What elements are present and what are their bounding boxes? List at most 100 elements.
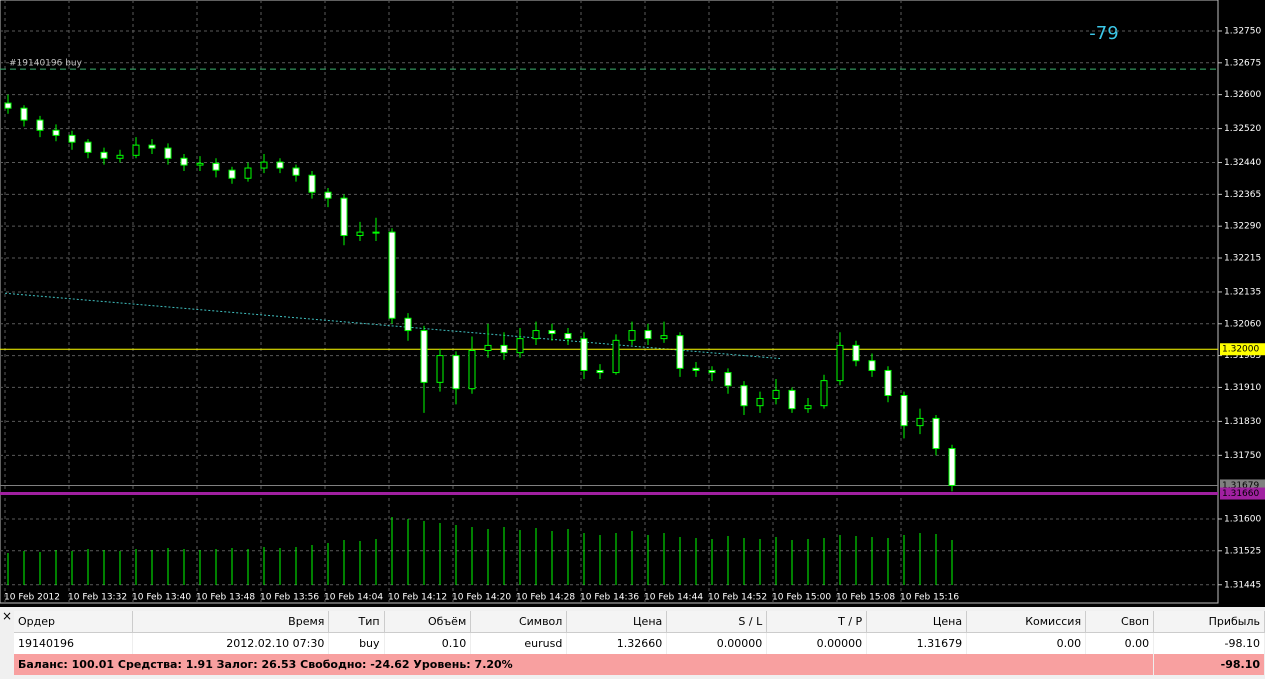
order-cell: eurusd (470, 632, 568, 654)
candle-body (596, 369, 604, 374)
candle-body (68, 134, 76, 143)
candle-body (36, 119, 44, 131)
y-tick-label: 1.32520 (1224, 124, 1261, 134)
x-tick-label: 10 Feb 13:40 (132, 593, 191, 603)
candle-body (644, 330, 652, 340)
candle-body (4, 102, 12, 109)
candle-body (628, 330, 636, 341)
candle-body (660, 335, 668, 340)
x-tick-label: 10 Feb 2012 (4, 593, 60, 603)
candle-body (260, 161, 268, 169)
order-cell: 2012.02.10 07:30 (132, 632, 330, 654)
y-tick-label: 1.31910 (1224, 383, 1261, 393)
y-tick-label: 1.31600 (1224, 514, 1261, 524)
column-header: Своп (1085, 611, 1155, 633)
trend-line (4, 292, 781, 360)
candle-body (388, 231, 396, 319)
balance-text: Баланс: 100.01 Средства: 1.91 Залог: 26.… (14, 654, 1155, 675)
column-header: Символ (470, 611, 568, 633)
x-tick-label: 10 Feb 13:48 (196, 593, 255, 603)
candle-body (132, 144, 140, 156)
candle-body (676, 335, 684, 369)
order-label: #19140196 buy (9, 59, 83, 69)
chart: -79 1.32750 1.32675 1.32600 1.32520 1.32440 1… (0, 0, 1265, 604)
y-tick-label: 1.32675 (1224, 58, 1261, 68)
column-header: Комиссия (966, 611, 1087, 633)
candle-body (884, 369, 892, 396)
profit-label: -79 (1089, 23, 1118, 44)
close-button[interactable]: × (2, 609, 13, 623)
order-cell: 0.00000 (666, 632, 768, 654)
candle-body (84, 141, 92, 153)
y-tick-label: 1.32290 (1224, 222, 1261, 232)
x-tick-label: 10 Feb 13:32 (68, 593, 127, 603)
column-header: Прибыль (1153, 611, 1265, 633)
order-cell: 1.32660 (566, 632, 668, 654)
y-tick-label: 1.32600 (1224, 90, 1261, 100)
x-tick-label: 10 Feb 14:28 (516, 593, 575, 603)
x-tick-label: 10 Feb 14:04 (324, 593, 383, 603)
y-tick-label: 1.31750 (1224, 451, 1261, 461)
order-cell: 0.10 (384, 632, 472, 654)
candle-body (516, 338, 524, 354)
candle-body (308, 174, 316, 193)
candle-body (148, 144, 156, 149)
plot-area (0, 0, 1219, 604)
candle-body (212, 162, 220, 171)
candle-body (276, 161, 284, 169)
column-header: Цена (866, 611, 968, 633)
y-tick-label: 1.32750 (1224, 26, 1261, 36)
candle-body (820, 380, 828, 407)
candle-body (580, 338, 588, 371)
x-tick-label: 10 Feb 14:52 (708, 593, 767, 603)
candle-body (948, 448, 956, 486)
x-tick-label: 10 Feb 14:20 (452, 593, 511, 603)
candle-body (340, 197, 348, 237)
price-tag-label: 1.31679 (1222, 481, 1259, 491)
price-tag-label: 1.32000 (1222, 345, 1259, 355)
candle-body (404, 317, 412, 332)
balance-profit: -98.10 (1153, 654, 1265, 675)
candle-body (244, 167, 252, 179)
order-row[interactable]: 19140196 2012.02.10 07:30 buy 0.10 eurusd 1.3… (14, 632, 1265, 654)
candle-body (836, 344, 844, 382)
candle-body (500, 344, 508, 354)
y-tick-label: 1.31985 (1224, 351, 1261, 361)
order-cell: 0.00000 (766, 632, 868, 654)
candle-body (484, 344, 492, 352)
order-cell: 0.00 (966, 632, 1087, 654)
price-tag (1220, 343, 1265, 356)
candle-body (196, 162, 204, 166)
x-tick-label: 10 Feb 14:12 (388, 593, 447, 603)
candle-body (436, 355, 444, 383)
candle-body (452, 355, 460, 390)
candle-body (420, 330, 428, 383)
order-cell: 0.00 (1085, 632, 1155, 654)
candle-body (868, 360, 876, 371)
x-tick-label: 10 Feb 15:08 (836, 593, 895, 603)
candle-body (932, 417, 940, 450)
price-tag (1220, 487, 1265, 500)
order-cell: buy (328, 632, 385, 654)
balance-row: Баланс: 100.01 Средства: 1.91 Залог: 26.… (14, 654, 1265, 675)
y-tick-label: 1.32060 (1224, 319, 1261, 329)
candle-body (228, 169, 236, 179)
candle-body (612, 339, 620, 374)
candle-body (292, 167, 300, 176)
y-tick-label: 1.32365 (1224, 190, 1261, 200)
x-tick-label: 10 Feb 13:56 (260, 593, 319, 603)
y-tick-label: 1.32135 (1224, 287, 1261, 297)
column-header: T / P (766, 611, 868, 633)
order-cell: -98.10 (1153, 632, 1265, 654)
column-header: Ордер (14, 611, 133, 633)
y-tick-label: 1.31525 (1224, 546, 1261, 556)
candle-body (180, 157, 188, 166)
candle-body (468, 350, 476, 390)
candle-body (116, 154, 124, 159)
candle-body (916, 417, 924, 427)
candle-body (804, 405, 812, 410)
column-header: S / L (666, 611, 768, 633)
candle-body (788, 389, 796, 410)
y-tick-label: 1.32215 (1224, 254, 1261, 264)
